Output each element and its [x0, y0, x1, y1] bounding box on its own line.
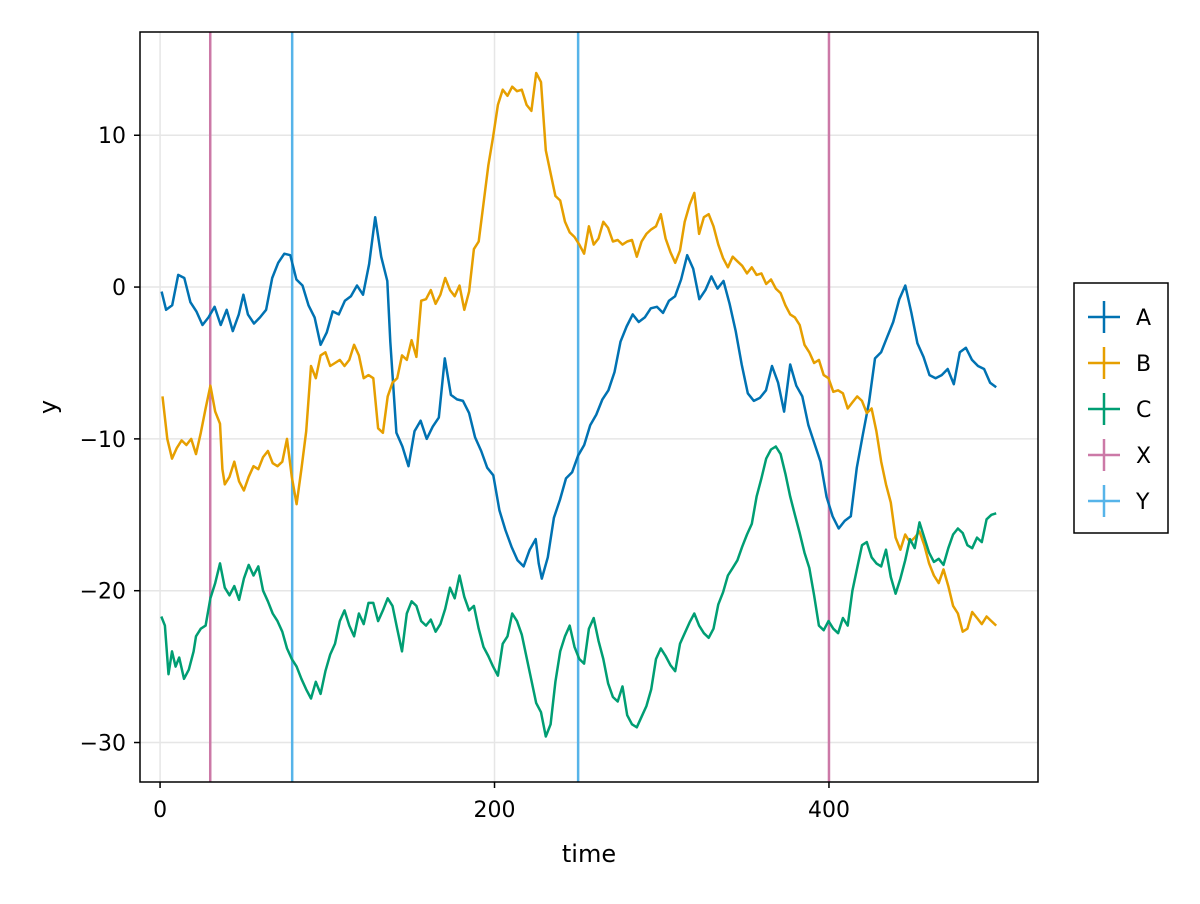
y-tick-label: 0 [112, 276, 126, 301]
legend-label: B [1136, 352, 1151, 377]
y-tick-label: 10 [98, 124, 126, 149]
series-line-a [160, 215, 997, 580]
y-tick-label: −10 [80, 428, 126, 453]
series-line-b [161, 71, 998, 633]
grid [140, 32, 1038, 782]
legend-label: A [1136, 306, 1151, 331]
x-tick-label: 0 [153, 798, 167, 823]
series-line-c [160, 445, 997, 738]
axis-ticks: 0 200 400 −30 −20 −10 0 10 [80, 124, 850, 823]
plot-frame [139, 31, 1039, 783]
legend-label: X [1136, 444, 1151, 469]
x-axis-label: time [562, 840, 616, 868]
legend-label: Y [1135, 490, 1150, 515]
x-tick-label: 400 [808, 798, 850, 823]
legend-label: C [1136, 398, 1151, 423]
x-tick-label: 200 [474, 798, 516, 823]
y-tick-label: −20 [80, 580, 126, 605]
y-axis-label: y [34, 400, 62, 414]
y-tick-label: −30 [80, 732, 126, 757]
vertical-lines [208, 32, 831, 782]
series-lines [160, 71, 998, 738]
